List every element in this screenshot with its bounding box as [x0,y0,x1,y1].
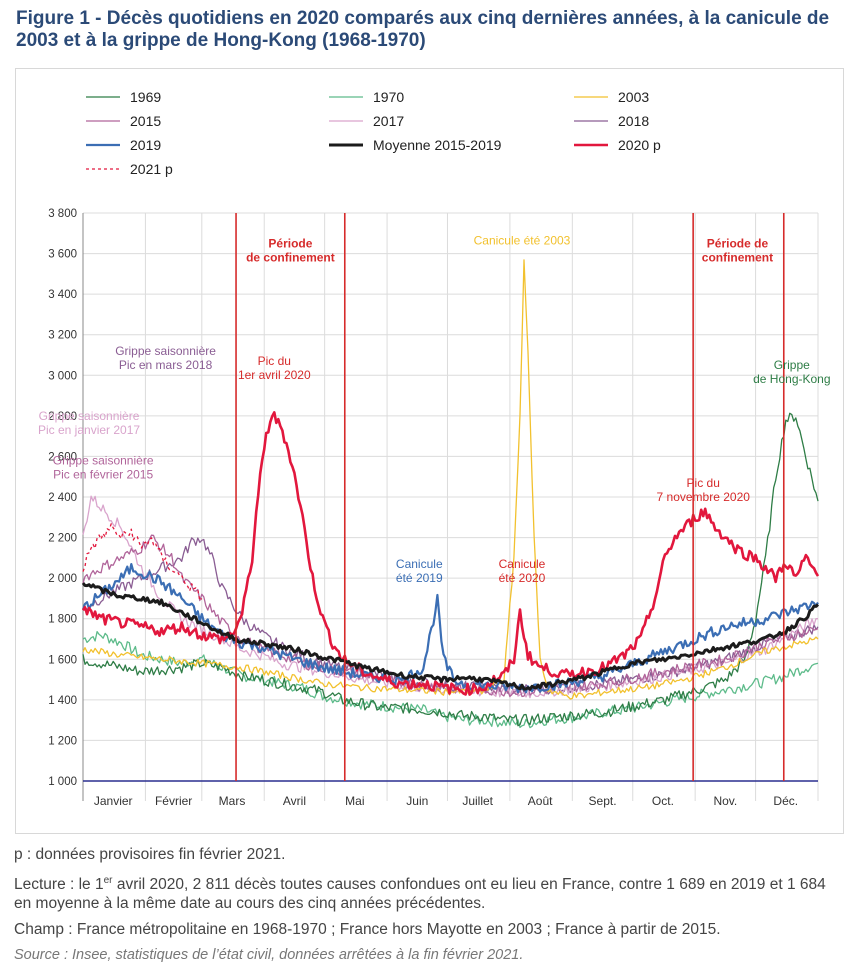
chart-annotation: Période de confinement [246,236,335,264]
y-tick-label: 3 200 [48,330,77,342]
legend-label: Moyenne 2015-2019 [373,137,502,153]
x-tick-label: Janvier [94,794,133,808]
legend-label: 2020 p [618,137,661,153]
x-tick-label: Mai [345,794,364,808]
figure-title: Figure 1 - Décès quotidiens en 2020 comp… [16,8,830,51]
chart-annotation: Canicule été 2019 [396,557,443,585]
scope-note: Champ : France métropolitaine en 1968-19… [14,921,721,939]
y-tick-label: 1 400 [48,695,77,707]
grid [82,212,819,801]
y-tick-label: 1 800 [48,614,77,626]
legend-label: 2018 [618,113,649,129]
chart-annotation: Pic du 7 novembre 2020 [657,476,751,504]
chart-annotation: Grippe saisonnière Pic en février 2015 [53,454,154,482]
series-line-moyenne-2015-2019 [81,582,820,691]
x-tick-label: Août [528,794,553,808]
y-tick-label: 3 800 [48,208,77,220]
series-line-1969 [82,412,819,727]
x-tick-label: Nov. [713,794,737,808]
legend-label: 2021 p [130,161,173,177]
series-line-2021-p [82,523,203,602]
y-tick-label: 1 200 [48,735,77,747]
x-tick-label: Juillet [462,794,493,808]
chart-annotation: Grippe de Hong-Kong [753,358,830,386]
y-tick-label: 2 200 [48,533,77,545]
y-tick-label: 2 400 [48,492,77,504]
y-tick-label: 2 000 [48,573,77,585]
daily-deaths-chart: 1 000 1 200 1 400 1 600 1 800 2 000 2 200 2 400… [38,89,831,808]
legend-label: 1970 [373,89,404,105]
chart-panel: 1 000 1 200 1 400 1 600 1 800 2 000 2 200 2 400… [15,68,844,834]
y-tick-label: 1 600 [48,654,77,666]
y-tick-label: 3 400 [48,289,77,301]
y-tick-label: 3 000 [48,370,77,382]
y-tick-label: 3 600 [48,249,77,261]
series-group [81,259,820,729]
x-tick-label: Février [155,794,192,808]
provisional-note: p : données provisoires fin février 2021… [14,846,286,863]
y-tick-label: 2 600 [48,451,77,463]
legend-label: 2003 [618,89,649,105]
chart-notes: p : données provisoires fin février 2021… [14,845,844,972]
x-tick-label: Déc. [773,794,798,808]
legend-label: 2015 [130,113,161,129]
chart-annotation: Pic du 1er avril 2020 [238,354,311,382]
chart-annotation: Grippe saisonnière Pic en mars 2018 [115,344,216,372]
legend-label: 1969 [130,89,161,105]
legend: 1969 1970 2003 2015 2017 2018 2019 Moyenne 2015… [86,89,661,177]
legend-label: 2019 [130,137,161,153]
chart-annotation: Canicule été 2020 [499,557,546,585]
y-tick-label: 1 000 [48,776,77,788]
chart-annotation: Grippe saisonnière Pic en janvier 2017 [38,409,140,437]
x-tick-label: Oct. [652,794,674,808]
x-tick-label: Avril [283,794,306,808]
series-line-2020-p [81,411,820,696]
source-note: Source : Insee, statistiques de l’état c… [14,947,524,964]
chart-annotation: Période de confinement [702,236,773,264]
x-tick-label: Sept. [589,794,617,808]
x-tick-label: Mars [219,794,246,808]
chart-annotation: Canicule été 2003 [474,233,571,247]
y-tick-label: 2 800 [48,411,77,423]
x-tick-label: Juin [406,794,428,808]
series-line-2019 [81,563,819,694]
reading-note: Lecture : le 1er avril 2020, 2 811 décès… [14,875,826,913]
legend-label: 2017 [373,113,404,129]
